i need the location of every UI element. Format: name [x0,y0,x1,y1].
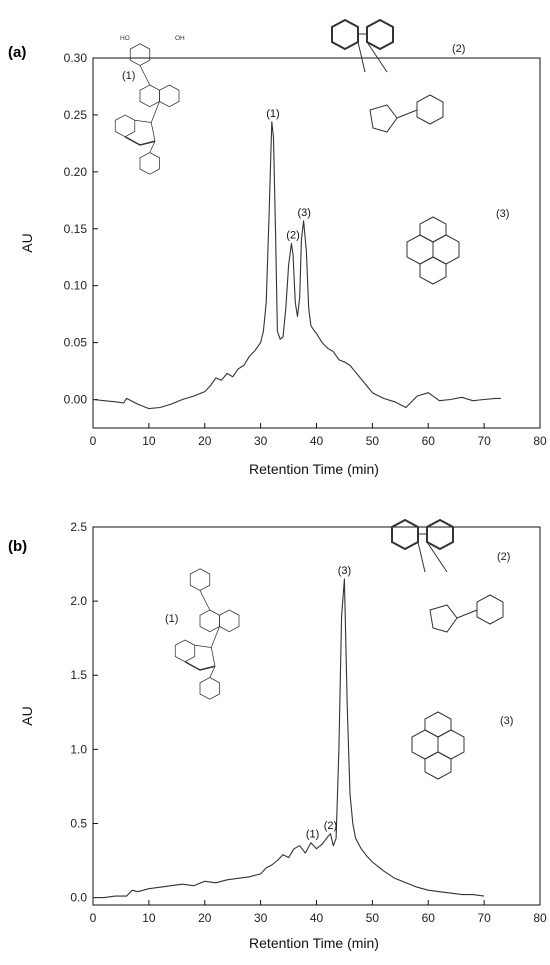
panel-b-y-tick-label: 1.5 [70,668,87,682]
panel-b-peak-label: (1) [306,829,319,841]
panel-a-x-tick-label: 20 [198,434,212,448]
panel-b-peak-label: (3) [338,565,351,577]
panel-b-structure-2-label: (2) [497,551,510,563]
panel-a-y-tick-label: 0.30 [64,51,88,65]
panel-a-structure-1-label: (1) [122,70,135,82]
panel-a-y-tick-label: 0.20 [64,165,88,179]
panel-a-x-ticks: 0 10 20 30 40 50 60 70 80 [90,423,547,448]
panel-b-y-axis-title: AU [19,706,35,725]
panel-b-structure-1 [174,568,240,700]
panel-a-y-tick-label: 0.25 [64,108,88,122]
panel-a-x-tick-label: 10 [142,434,156,448]
panel-a-structure-3 [406,216,460,285]
panel-b-chromatogram-line [93,578,485,899]
panel-b-x-tick-label: 80 [533,911,547,925]
panel-a-x-tick-label: 80 [533,434,547,448]
panel-a-structure-1 [114,43,180,175]
ring-icon [129,43,151,66]
panel-b-y-ticks: 0.0 0.5 1.0 1.5 2.0 2.5 [70,520,98,905]
panel-a-peak-label: (2) [286,230,299,242]
panel-b-label: (b) [8,538,27,555]
panel-a-x-tick-label: 30 [254,434,268,448]
panel-a-structure-3-label: (3) [496,208,509,220]
ring-icon [139,152,160,175]
panel-b-peak-label: (2) [324,820,337,832]
panel-a-structure-2 [331,18,444,133]
panel-b-x-tick-label: 30 [254,911,268,925]
panel-a-y-tick-label: 0.15 [64,222,88,236]
panel-a-x-tick-label: 60 [422,434,436,448]
panel-a-x-tick-label: 70 [477,434,491,448]
panel-b-x-tick-label: 70 [477,911,491,925]
panel-a-peak-label: (1) [266,108,279,120]
panel-a-x-tick-label: 40 [310,434,324,448]
panel-a-y-tick-label: 0.05 [64,336,88,350]
panel-a-label: (a) [8,44,26,61]
ring-icon [114,114,136,138]
panel-b-x-tick-label: 10 [142,911,156,925]
panel-b-x-tick-label: 50 [366,911,380,925]
panel-a-chromatogram-line [92,121,501,410]
panel-b-series [93,578,485,899]
panel-a-y-ticks: 0.00 0.05 0.10 0.15 0.20 0.25 0.30 [64,51,98,407]
panel-b-y-tick-label: 1.0 [70,742,87,756]
panel-b-x-tick-label: 40 [310,911,324,925]
panel-b-peak-labels: (1) (2) (3) [306,565,351,841]
panel-a-x-tick-label: 50 [366,434,380,448]
panel-b-x-tick-label: 60 [422,911,436,925]
panel-a: (a) 0 10 20 30 40 50 60 70 80 0.000.050.100.150.… [8,18,547,477]
panel-b-x-tick-label: 20 [198,911,212,925]
ring-icon [139,84,160,108]
panel-b-structure-3-label: (3) [500,715,513,727]
panel-b-y-tick-label: 0.5 [70,816,87,830]
panel-a-y-tick-label: 0.10 [64,279,88,293]
panel-a-plot-frame [92,57,541,429]
panel-a-peak-label: (3) [297,207,310,219]
panel-b-y-tick-label: 2.0 [70,594,87,608]
panel-a-y-axis-title: AU [19,233,35,252]
panel-a-x-tick-label: 0 [90,434,97,448]
panel-a-peak-labels: (1) (2) (3) [266,108,311,242]
panel-a-series [92,121,501,410]
ring-icon [159,84,180,108]
panel-a-structure-2-label: (2) [452,43,465,55]
panel-b-structure-2 [391,518,504,633]
panel-a-x-axis-title: Retention Time (min) [249,461,379,477]
panel-a-structure-1-oh: OH [175,35,185,42]
panel-b-structure-3 [411,711,465,780]
panel-a-y-tick-label: 0.00 [64,393,88,407]
panel-b-x-tick-label: 0 [90,911,97,925]
panel-b-structure-1-label: (1) [165,613,178,625]
panel-b-y-tick-label: 2.5 [70,520,87,534]
panel-b: (b) 0 10 20 30 40 50 60 70 80 0.0 0.5 1.0 1.5 2.0 2.5… [8,518,547,951]
panel-a-structure-1-oh: HO [120,35,130,42]
panel-b-y-tick-label: 0.0 [70,891,87,905]
panel-b-x-ticks: 0 10 20 30 40 50 60 70 80 [90,900,547,925]
panel-b-x-axis-title: Retention Time (min) [249,935,379,951]
